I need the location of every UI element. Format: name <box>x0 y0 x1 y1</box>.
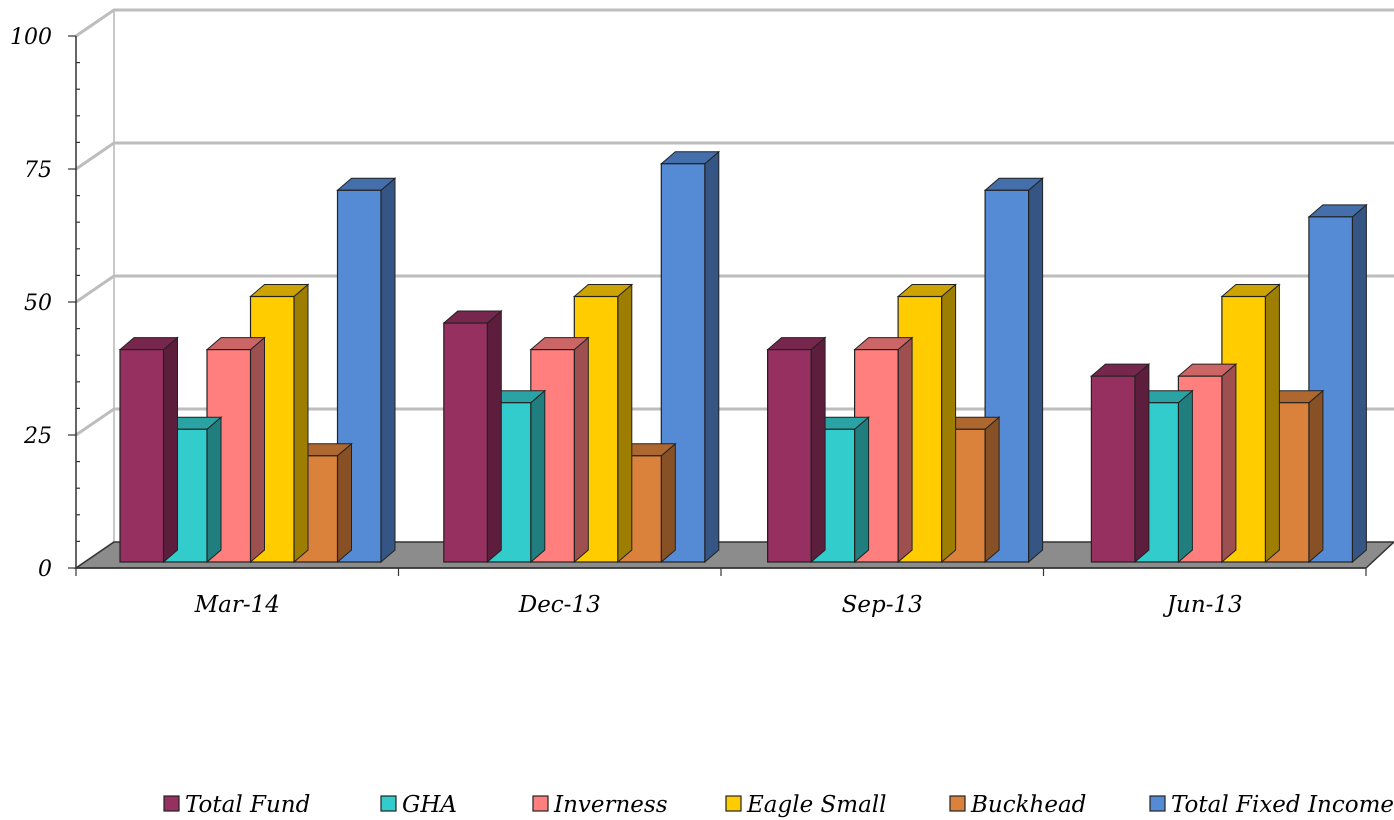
legend: Total Fund GHA Inverness Eagle Small Buckhea… <box>163 792 1394 818</box>
legend-item: Inverness <box>532 792 668 818</box>
y-tick-label: 25 <box>23 424 52 449</box>
x-tick-label: Sep-13 <box>842 592 923 618</box>
legend-swatch <box>163 795 180 812</box>
legend-swatch <box>1149 795 1166 812</box>
gridline <box>75 407 1394 437</box>
legend-swatch <box>532 795 549 812</box>
legend-item: Total Fund <box>163 792 310 818</box>
legend-item: GHA <box>380 792 457 818</box>
legend-label: GHA <box>402 792 457 818</box>
bar <box>1090 363 1151 564</box>
y-tick-label: 100 <box>10 25 52 50</box>
legend-item: Buckhead <box>949 792 1086 818</box>
legend-item: Eagle Small <box>725 792 887 818</box>
gridlines <box>75 8 1394 437</box>
y-tick-label: 0 <box>38 557 52 582</box>
y-tick-label: 75 <box>24 158 52 183</box>
legend-swatch <box>725 795 742 812</box>
legend-label: Eagle Small <box>746 792 887 818</box>
legend-label: Buckhead <box>970 792 1086 818</box>
bar <box>336 177 397 564</box>
bar <box>766 336 827 564</box>
legend-label: Inverness <box>553 792 668 818</box>
gridline <box>75 141 1394 171</box>
x-tick-label: Jun-13 <box>1163 592 1243 618</box>
y-axis: 0 25 50 75 100 <box>10 25 80 582</box>
x-axis: Mar-14 Dec-13 Sep-13 Jun-13 <box>75 567 1367 618</box>
legend-swatch <box>380 795 397 812</box>
bars <box>118 150 1368 564</box>
bar <box>983 177 1044 564</box>
gridline <box>75 8 1394 38</box>
legend-label: Total Fund <box>185 792 310 818</box>
y-tick-label: 50 <box>24 291 52 316</box>
legend-label: Total Fixed Income <box>1171 792 1394 818</box>
x-tick-label: Dec-13 <box>518 592 601 618</box>
gridline <box>75 274 1394 304</box>
x-tick-label: Mar-14 <box>194 592 280 618</box>
legend-item: Total Fixed Income <box>1149 792 1394 818</box>
bar <box>118 336 179 564</box>
bar <box>442 309 503 564</box>
legend-swatch <box>949 795 966 812</box>
